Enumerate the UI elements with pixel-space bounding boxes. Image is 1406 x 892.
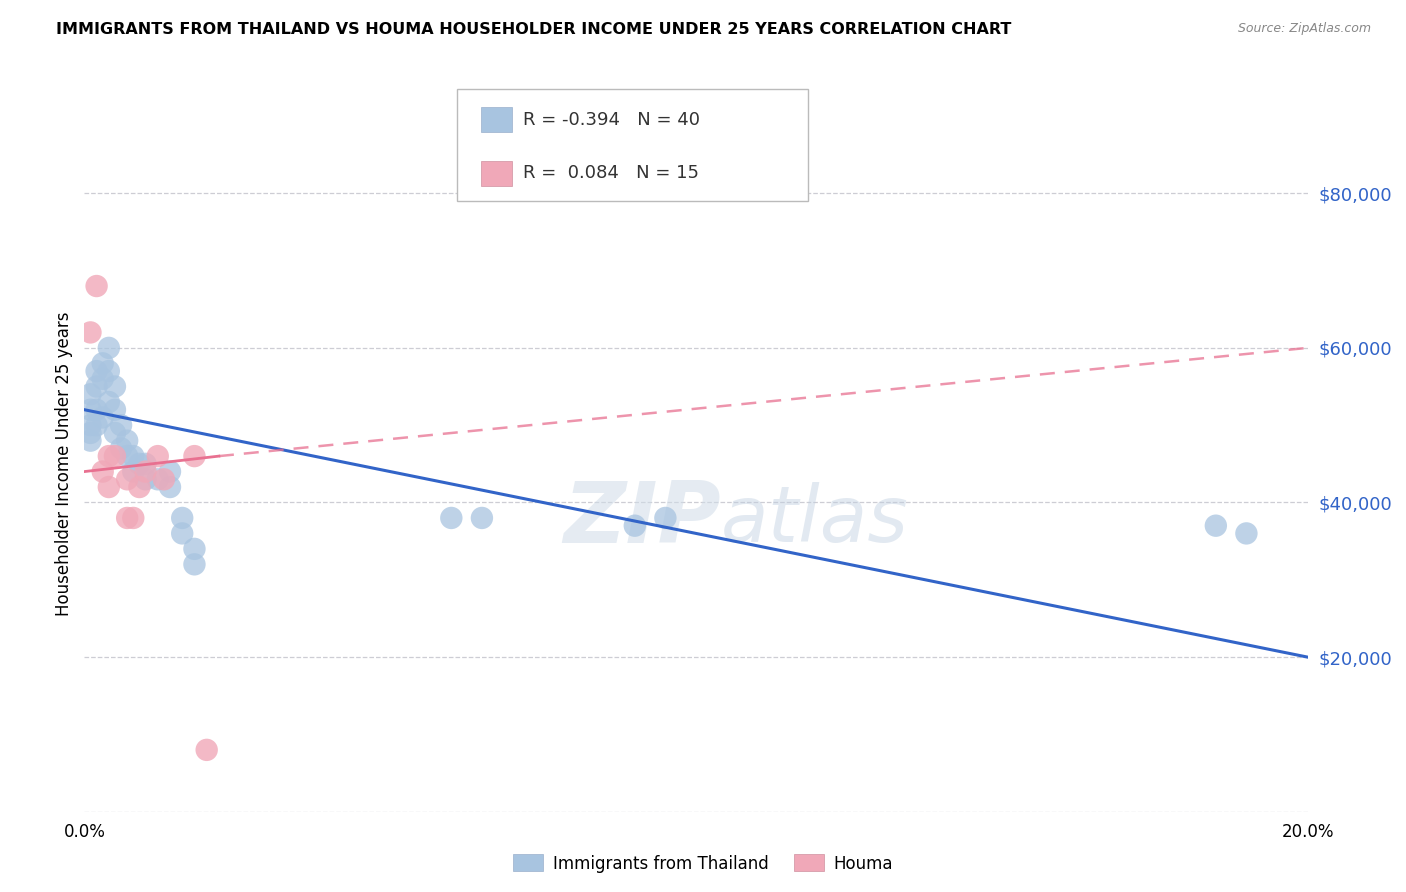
Point (115, 449, 138, 463)
Point (104, 402, 127, 417)
Point (79, 326, 101, 340)
Text: IMMIGRANTS FROM THAILAND VS HOUMA HOUSEHOLDER INCOME UNDER 25 YEARS CORRELATION : IMMIGRANTS FROM THAILAND VS HOUMA HOUSEH… (56, 22, 1011, 37)
Point (91, 356, 114, 370)
Point (79, 425, 101, 440)
Point (91, 465, 114, 479)
Point (159, 465, 181, 479)
Point (86, 418, 108, 433)
Point (135, 457, 157, 471)
Point (97, 480, 120, 494)
Point (183, 558, 205, 572)
Point (153, 472, 176, 486)
Point (122, 465, 145, 479)
Text: atlas: atlas (720, 482, 908, 558)
Point (128, 457, 150, 471)
Point (110, 442, 132, 456)
Text: Source: ZipAtlas.com: Source: ZipAtlas.com (1237, 22, 1371, 36)
Point (159, 480, 181, 494)
Text: R =  0.084   N = 15: R = 0.084 N = 15 (523, 164, 699, 182)
Point (1234, 526, 1257, 541)
Point (86, 402, 108, 417)
Point (104, 379, 127, 393)
Point (183, 541, 205, 556)
Point (97, 364, 120, 378)
Text: ZIP: ZIP (562, 478, 720, 561)
Point (86, 379, 108, 393)
Point (471, 511, 494, 525)
Point (122, 511, 145, 525)
Point (440, 511, 463, 525)
Point (183, 449, 205, 463)
Point (91, 372, 114, 386)
Point (97, 341, 120, 355)
Point (91, 410, 114, 425)
Point (79, 387, 101, 401)
Point (104, 449, 127, 463)
Text: R = -0.394   N = 40: R = -0.394 N = 40 (523, 111, 700, 128)
Point (79, 434, 101, 448)
Point (115, 434, 138, 448)
Point (146, 472, 169, 486)
Point (115, 511, 138, 525)
Point (79, 402, 101, 417)
Point (624, 518, 647, 533)
Point (110, 418, 132, 433)
Point (86, 279, 108, 293)
Point (97, 449, 120, 463)
Point (135, 472, 157, 486)
Point (195, 743, 218, 757)
Point (115, 472, 138, 486)
Point (122, 449, 145, 463)
Point (135, 465, 157, 479)
Point (86, 364, 108, 378)
Point (79, 418, 101, 433)
Point (172, 526, 194, 541)
Point (97, 395, 120, 409)
Point (128, 480, 150, 494)
Point (104, 425, 127, 440)
Y-axis label: Householder Income Under 25 years: Householder Income Under 25 years (55, 311, 73, 616)
Legend: Immigrants from Thailand, Houma: Immigrants from Thailand, Houma (506, 847, 900, 880)
Point (146, 449, 169, 463)
Point (654, 511, 676, 525)
Point (172, 511, 194, 525)
Point (1205, 518, 1227, 533)
